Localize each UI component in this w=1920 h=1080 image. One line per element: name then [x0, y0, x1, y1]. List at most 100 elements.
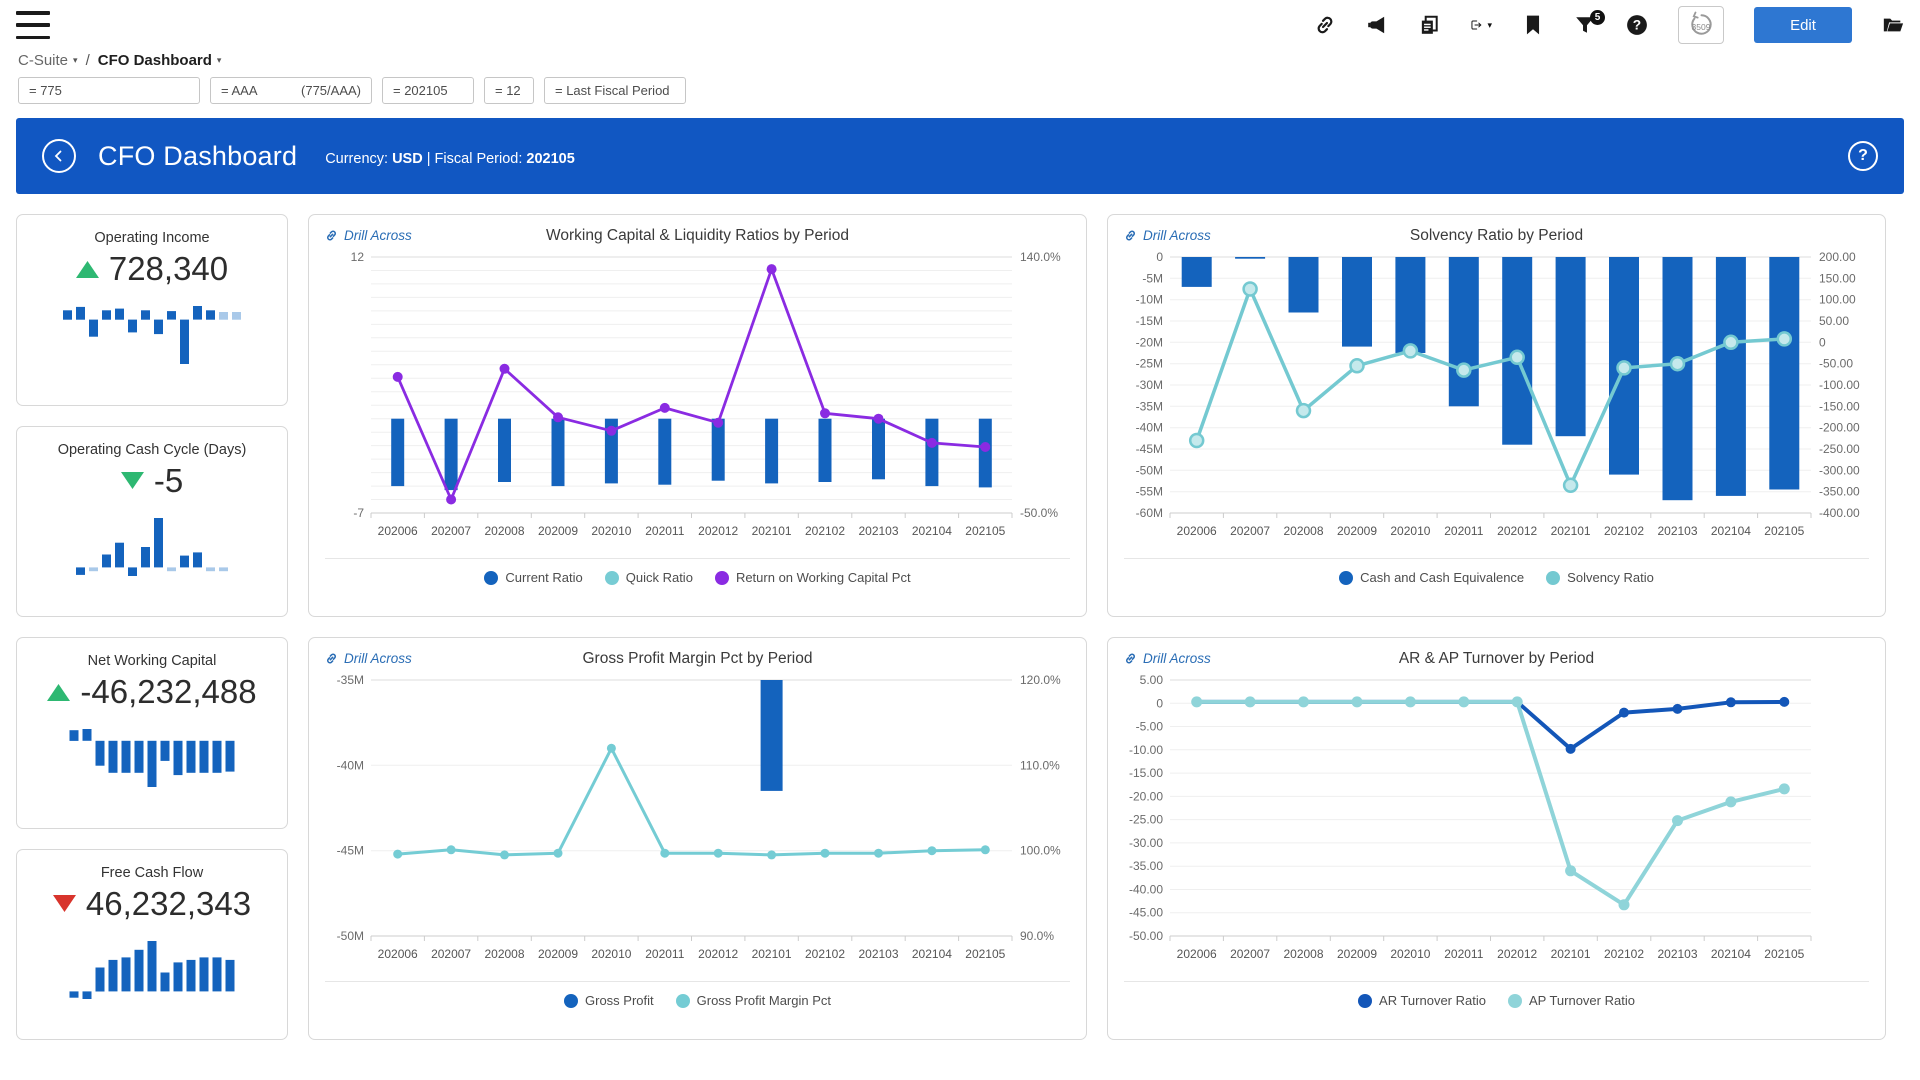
- kpi-title: Operating Income: [94, 230, 210, 246]
- svg-text:202104: 202104: [912, 524, 952, 538]
- filter-chip[interactable]: = Last Fiscal Period: [544, 77, 686, 104]
- svg-text:202103: 202103: [1657, 524, 1697, 538]
- trend-up-icon: [75, 260, 99, 278]
- svg-text:202008: 202008: [484, 947, 524, 961]
- filter-chip[interactable]: = 202105: [382, 77, 474, 104]
- chart-legend: Gross Profit Gross Profit Margin Pct: [325, 981, 1070, 1008]
- svg-text:202007: 202007: [1230, 524, 1270, 538]
- drill-across-link[interactable]: Drill Across: [325, 651, 412, 666]
- drill-across-link[interactable]: Drill Across: [1124, 228, 1211, 243]
- filter-chip-label: = 12: [495, 83, 521, 98]
- chart-canvas[interactable]: 5.00 0 -5.00 -10.00 -15.00 -20.00 -25.00 -30.00…: [1124, 672, 1869, 970]
- svg-text:202104: 202104: [1711, 524, 1751, 538]
- svg-text:202009: 202009: [1337, 524, 1377, 538]
- filter-icon[interactable]: 5: [1574, 10, 1605, 36]
- svg-text:-200.00: -200.00: [1819, 421, 1860, 435]
- svg-text:202103: 202103: [858, 947, 898, 961]
- svg-text:5.00: 5.00: [1140, 673, 1164, 687]
- folder-icon[interactable]: [1882, 14, 1904, 36]
- legend-item[interactable]: Return on Working Capital Pct: [714, 570, 911, 585]
- help-icon[interactable]: ?: [1626, 14, 1648, 36]
- chart-canvas[interactable]: -35M -40M -45M -50M 120.0% 110.0% 100.0% 90.0% 2…: [325, 672, 1070, 970]
- svg-text:-10M: -10M: [1136, 293, 1163, 307]
- export-caret-icon: ▾: [1487, 19, 1492, 30]
- svg-text:202006: 202006: [378, 524, 418, 538]
- legend-label: Quick Ratio: [625, 570, 693, 585]
- dashboard-content: Operating Income 728,340 Operating Cash Cy…: [16, 214, 1904, 1040]
- legend-dot: [1546, 570, 1561, 585]
- svg-text:120.0%: 120.0%: [1020, 673, 1061, 687]
- edit-button[interactable]: Edit: [1754, 7, 1852, 43]
- svg-text:-20.00: -20.00: [1129, 789, 1163, 803]
- drill-across-label: Drill Across: [1143, 228, 1211, 243]
- hamburger-menu-icon[interactable]: [16, 11, 50, 39]
- refresh-counter[interactable]: 3509: [1678, 6, 1724, 44]
- svg-text:-250.00: -250.00: [1819, 442, 1860, 456]
- svg-text:202101: 202101: [752, 524, 792, 538]
- kpi-sparkline: [76, 517, 228, 576]
- banner-help-icon[interactable]: ?: [1848, 141, 1878, 171]
- svg-text:202007: 202007: [431, 947, 471, 961]
- drill-across-link[interactable]: Drill Across: [325, 228, 412, 243]
- chart-panel-ar-ap-turnover: Drill Across AR & AP Turnover by Period 5.…: [1107, 637, 1886, 1040]
- svg-text:-350.00: -350.00: [1819, 485, 1860, 499]
- link-icon[interactable]: [1314, 14, 1336, 36]
- svg-text:100.00: 100.00: [1819, 293, 1856, 307]
- legend-item[interactable]: Gross Profit: [564, 993, 654, 1008]
- legend-dot: [714, 570, 729, 585]
- export-icon[interactable]: ▾: [1470, 14, 1492, 36]
- svg-text:-35M: -35M: [1136, 399, 1163, 413]
- back-button[interactable]: [42, 139, 76, 173]
- bookmark-icon[interactable]: [1522, 14, 1544, 36]
- copy-pages-icon[interactable]: [1418, 14, 1440, 36]
- svg-text:-7: -7: [353, 506, 364, 520]
- legend-label: Gross Profit Margin Pct: [696, 993, 831, 1008]
- legend-item[interactable]: Gross Profit Margin Pct: [675, 993, 831, 1008]
- chart-panel-solvency: Drill Across Solvency Ratio by Period 0 -5M…: [1107, 214, 1886, 617]
- svg-text:202104: 202104: [1711, 947, 1751, 961]
- svg-text:202011: 202011: [645, 524, 684, 538]
- legend-item[interactable]: AR Turnover Ratio: [1358, 993, 1486, 1008]
- svg-text:202009: 202009: [1337, 947, 1377, 961]
- chart-canvas[interactable]: 12 -7 140.0% -50.0% 202006 202007 202008 202009…: [325, 249, 1070, 547]
- legend-dot: [564, 993, 578, 1008]
- chart-canvas[interactable]: 0 -5M -10M -15M -20M -25M -30M -35M -40M -45M -50M…: [1124, 249, 1869, 547]
- drill-across-link[interactable]: Drill Across: [1124, 651, 1211, 666]
- svg-text:202006: 202006: [1177, 947, 1217, 961]
- svg-text:202008: 202008: [484, 524, 524, 538]
- svg-text:0: 0: [1156, 250, 1163, 264]
- chart-title: AR & AP Turnover by Period: [1398, 650, 1595, 667]
- legend-dot: [1358, 993, 1373, 1008]
- svg-text:202103: 202103: [1657, 947, 1697, 961]
- link-icon: [1126, 230, 1135, 241]
- legend-item[interactable]: AP Turnover Ratio: [1507, 993, 1635, 1008]
- svg-text:?: ?: [1633, 18, 1641, 33]
- svg-text:202010: 202010: [1390, 947, 1430, 961]
- svg-text:202102: 202102: [805, 947, 845, 961]
- kpi-card: Operating Cash Cycle (Days) -5: [16, 425, 288, 617]
- filter-chip[interactable]: = 12: [484, 77, 534, 104]
- svg-text:-30.00: -30.00: [1129, 836, 1163, 850]
- chart-legend: AR Turnover Ratio AP Turnover Ratio: [1124, 981, 1869, 1008]
- breadcrumb-page[interactable]: CFO Dashboard ▾: [98, 52, 222, 69]
- breadcrumb: C-Suite ▾ / CFO Dashboard ▾: [0, 50, 1920, 69]
- svg-text:0: 0: [1156, 696, 1163, 710]
- svg-text:-40M: -40M: [337, 758, 364, 772]
- breadcrumb-section[interactable]: C-Suite ▾: [18, 52, 78, 69]
- filter-chip[interactable]: = 775: [18, 77, 200, 104]
- svg-text:-300.00: -300.00: [1819, 463, 1860, 477]
- legend-item[interactable]: Solvency Ratio: [1546, 570, 1654, 585]
- legend-label: Gross Profit: [585, 993, 654, 1008]
- legend-item[interactable]: Quick Ratio: [604, 570, 693, 585]
- svg-text:202007: 202007: [431, 524, 471, 538]
- filter-chip[interactable]: = AAA (775/AAA): [210, 77, 372, 104]
- svg-text:202008: 202008: [1283, 947, 1323, 961]
- svg-text:202010: 202010: [1390, 524, 1430, 538]
- banner-meta: Currency: USD | Fiscal Period: 202105: [325, 151, 575, 167]
- link-icon: [327, 230, 336, 241]
- announce-icon[interactable]: [1366, 14, 1388, 36]
- kpi-title: Operating Cash Cycle (Days): [57, 441, 247, 458]
- drill-across-label: Drill Across: [344, 228, 412, 243]
- legend-item[interactable]: Cash and Cash Equivalence: [1339, 570, 1524, 585]
- legend-item[interactable]: Current Ratio: [484, 570, 583, 585]
